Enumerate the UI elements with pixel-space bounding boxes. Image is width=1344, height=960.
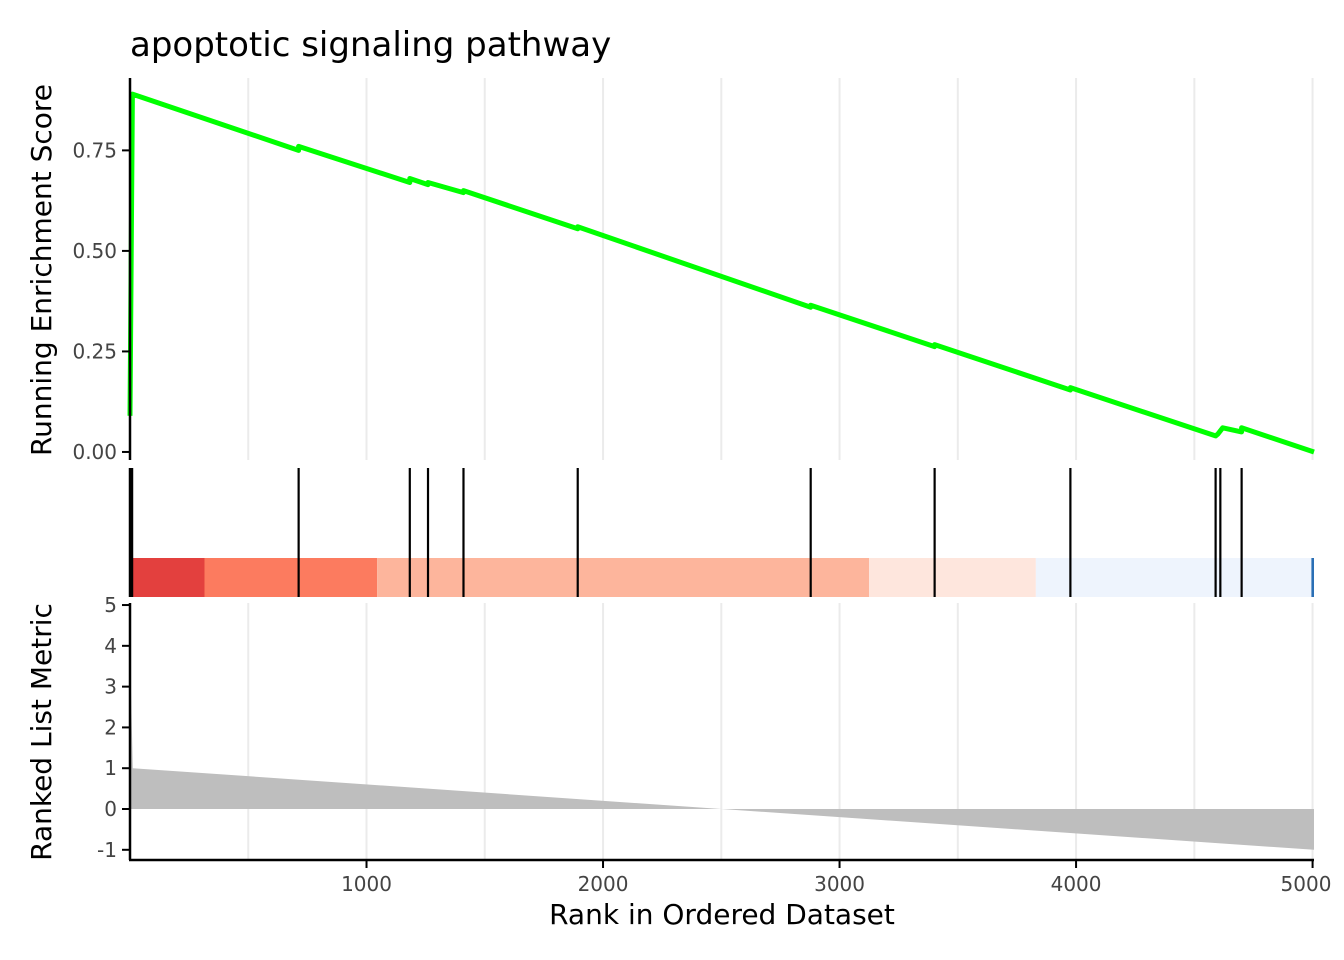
color-band	[377, 558, 870, 597]
x-tick-label: 3000	[814, 872, 865, 896]
es-y-tick-label: 0.00	[72, 440, 117, 464]
color-band	[204, 558, 378, 597]
x-axis-title: Rank in Ordered Dataset	[549, 898, 895, 931]
metric-y-tick-label: 0	[104, 797, 117, 821]
x-tick-label: 4000	[1051, 872, 1102, 896]
metric-y-tick-label: 2	[104, 715, 117, 739]
chart-title: apoptotic signaling pathway	[130, 25, 611, 65]
metric-area	[130, 605, 1314, 850]
metric-y-tick-label: 3	[104, 675, 117, 699]
color-band	[1311, 558, 1314, 597]
metric-y-tick-label: -1	[97, 838, 117, 862]
color-band	[869, 558, 1036, 597]
es-y-tick-label: 0.50	[72, 239, 117, 263]
hits-panel	[128, 468, 1314, 597]
es-panel: 0.00 0.25 0.50 0.75	[72, 78, 1315, 464]
es-y-tick-label: 0.25	[72, 339, 117, 363]
metric-y-tick-label: 5	[104, 593, 117, 617]
es-line	[127, 91, 1315, 455]
es-y-axis-title: Running Enrichment Score	[25, 84, 58, 456]
metric-y-tick-label: 4	[104, 634, 117, 658]
es-y-tick-label: 0.75	[72, 138, 117, 162]
metric-y-axis-title: Ranked List Metric	[25, 603, 58, 861]
metric-y-tick-label: 1	[104, 756, 117, 780]
x-tick-label: 2000	[578, 872, 629, 896]
x-tick-label: 5000	[1281, 872, 1332, 896]
metric-panel: -1 0 1 2 3 4 5 1000 2000 3000 4000 5000	[97, 593, 1331, 896]
x-tick-label: 1000	[341, 872, 392, 896]
color-band	[130, 558, 205, 597]
color-band	[1035, 558, 1312, 597]
